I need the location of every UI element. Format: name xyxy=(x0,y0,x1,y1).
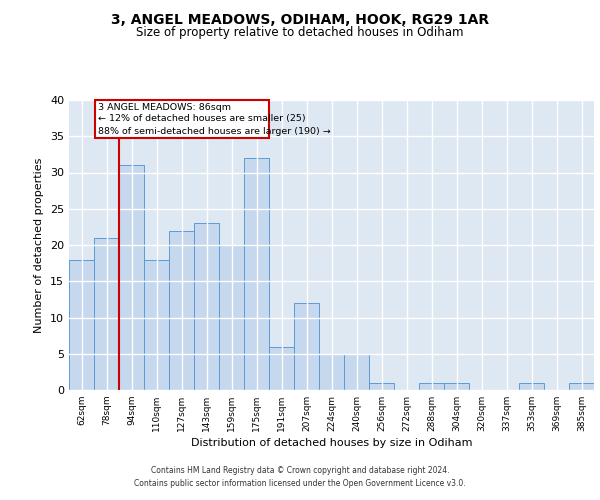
Bar xyxy=(419,383,444,390)
Bar xyxy=(519,383,544,390)
Y-axis label: Number of detached properties: Number of detached properties xyxy=(34,158,44,332)
X-axis label: Distribution of detached houses by size in Odiham: Distribution of detached houses by size … xyxy=(191,438,472,448)
Bar xyxy=(294,303,319,390)
Bar xyxy=(169,230,194,390)
Bar xyxy=(69,260,94,390)
Bar xyxy=(144,260,169,390)
Bar xyxy=(194,223,219,390)
Bar xyxy=(269,346,294,390)
Bar xyxy=(569,383,594,390)
Bar xyxy=(344,354,369,390)
Bar xyxy=(319,354,344,390)
FancyBboxPatch shape xyxy=(95,100,269,138)
Text: 3, ANGEL MEADOWS, ODIHAM, HOOK, RG29 1AR: 3, ANGEL MEADOWS, ODIHAM, HOOK, RG29 1AR xyxy=(111,12,489,26)
Text: 88% of semi-detached houses are larger (190) →: 88% of semi-detached houses are larger (… xyxy=(98,127,331,136)
Text: 3 ANGEL MEADOWS: 86sqm: 3 ANGEL MEADOWS: 86sqm xyxy=(98,103,231,112)
Text: Contains HM Land Registry data © Crown copyright and database right 2024.
Contai: Contains HM Land Registry data © Crown c… xyxy=(134,466,466,487)
Bar xyxy=(444,383,469,390)
Bar xyxy=(119,165,144,390)
Text: ← 12% of detached houses are smaller (25): ← 12% of detached houses are smaller (25… xyxy=(98,114,306,124)
Bar xyxy=(369,383,394,390)
Bar xyxy=(94,238,119,390)
Bar xyxy=(219,245,244,390)
Text: Size of property relative to detached houses in Odiham: Size of property relative to detached ho… xyxy=(136,26,464,39)
Bar xyxy=(244,158,269,390)
